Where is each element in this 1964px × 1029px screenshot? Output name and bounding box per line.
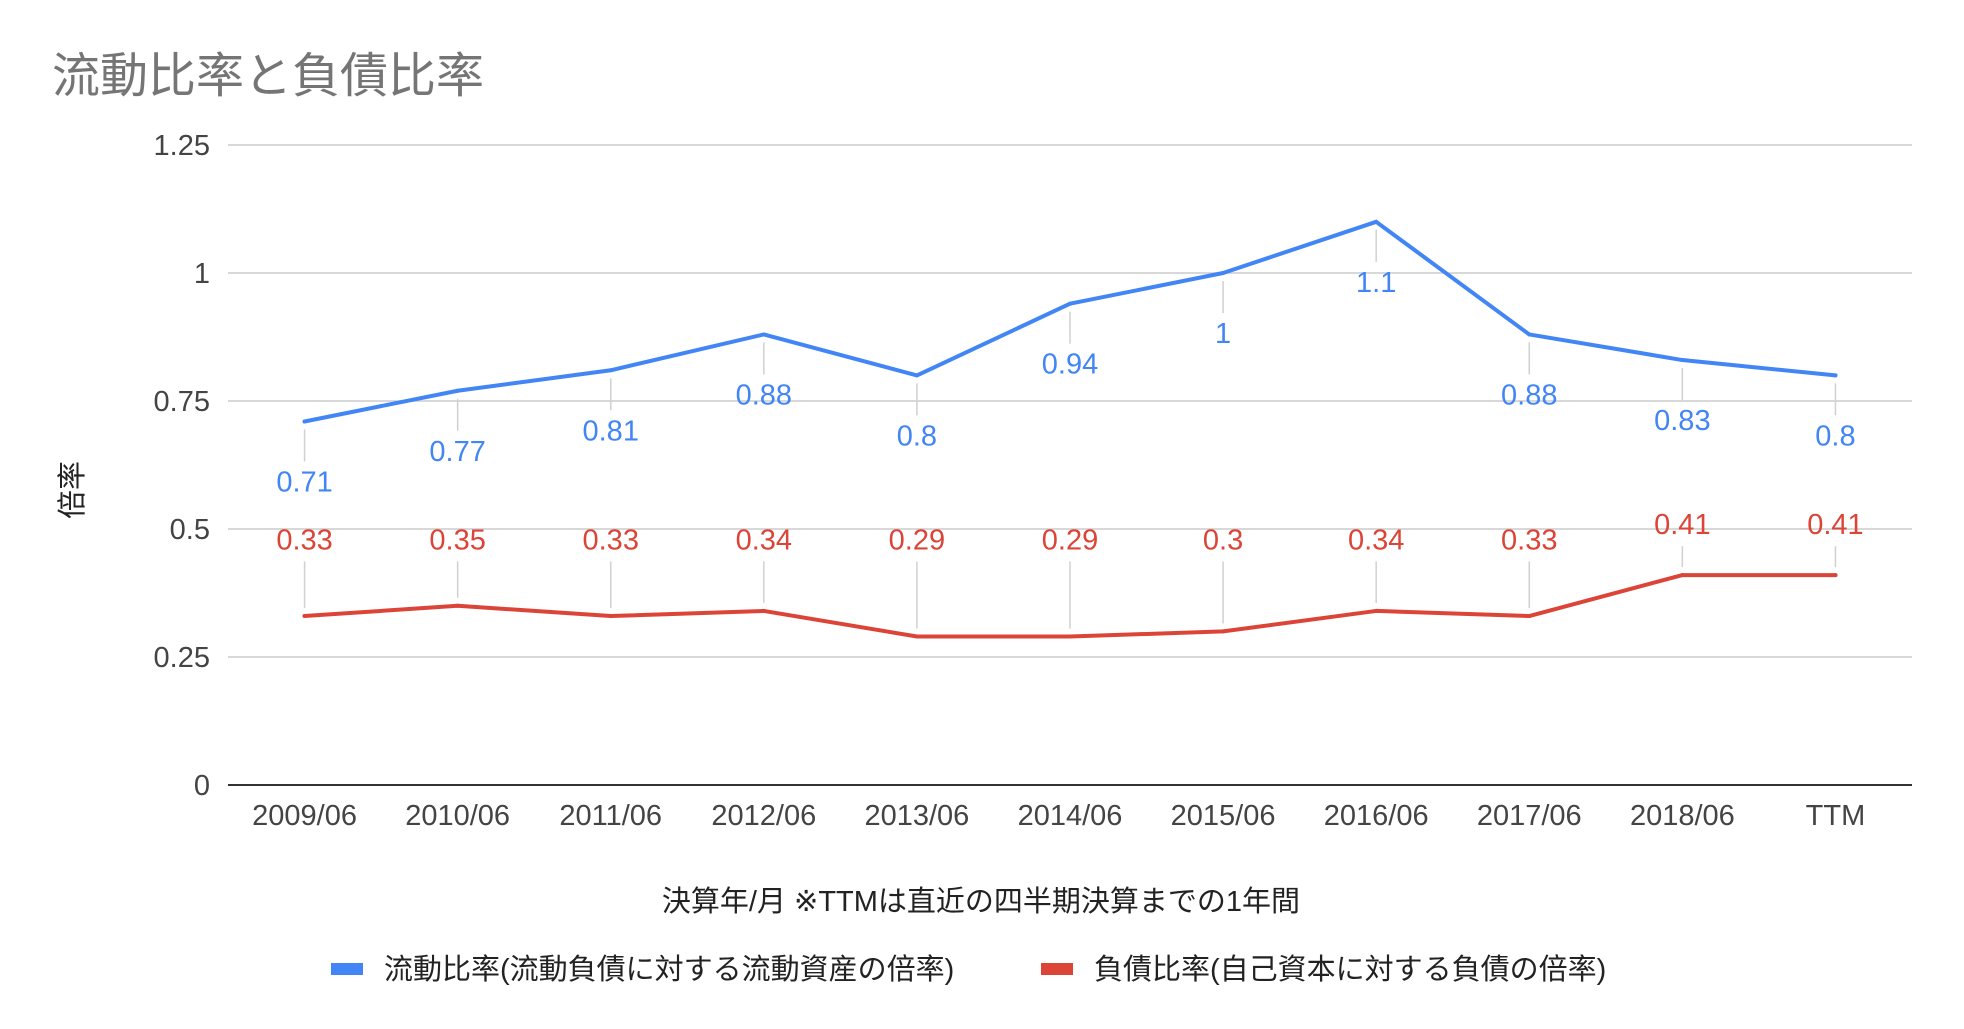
legend-label-current-ratio: 流動比率(流動負債に対する流動資産の倍率) xyxy=(384,953,954,986)
x-tick-label-2018-06: 2018/06 xyxy=(1630,800,1735,832)
data-label-debt-ratio-2015-06: 0.3 xyxy=(1203,524,1243,556)
chart-title: 流動比率と負債比率 xyxy=(52,50,484,103)
series-lines xyxy=(302,219,1838,639)
x-tick-label-2014-06: 2014/06 xyxy=(1018,800,1123,832)
y-tick-label-0-75: 0.75 xyxy=(154,386,210,418)
data-label-debt-ratio-2010-06: 0.35 xyxy=(429,524,485,556)
data-label-debt-ratio-2017-06: 0.33 xyxy=(1501,524,1557,556)
x-tick-label-2012-06: 2012/06 xyxy=(711,800,816,832)
data-label-debt-ratio-2012-06: 0.34 xyxy=(736,524,792,556)
data-label-current-ratio-2013-06: 0.8 xyxy=(897,420,937,452)
data-point-current-ratio-2018-06 xyxy=(1680,358,1685,363)
data-label-debt-ratio-2018-06: 0.41 xyxy=(1654,509,1710,541)
data-label-current-ratio-2010-06: 0.77 xyxy=(429,436,485,468)
data-label-current-ratio-ttm: 0.8 xyxy=(1815,420,1855,452)
data-point-debt-ratio-2014-06 xyxy=(1068,634,1072,639)
x-tick-label-2009-06: 2009/06 xyxy=(252,800,357,832)
data-label-debt-ratio-ttm: 0.41 xyxy=(1807,509,1863,541)
x-axis-title: 決算年/月 ※TTMは直近の四半期決算までの1年間 xyxy=(662,885,1300,918)
data-label-debt-ratio-2016-06: 0.34 xyxy=(1348,524,1404,556)
data-label-current-ratio-2016-06: 1.1 xyxy=(1356,267,1396,299)
data-point-debt-ratio-2010-06 xyxy=(455,603,460,608)
data-point-debt-ratio-2018-06 xyxy=(1680,573,1685,578)
data-label-debt-ratio-2013-06: 0.29 xyxy=(889,524,945,556)
y-axis-ticks: 0 0.25 0.5 0.75 1 1.25 xyxy=(154,130,210,802)
data-label-current-ratio-2012-06: 0.88 xyxy=(736,379,792,411)
gridlines xyxy=(228,144,1912,786)
x-tick-label-2017-06: 2017/06 xyxy=(1477,800,1582,832)
y-tick-label-0: 0 xyxy=(194,770,210,802)
legend: 流動比率(流動負債に対する流動資産の倍率) 負債比率(自己資本に対する負債の倍率… xyxy=(331,953,1606,986)
x-tick-label-ttm: TTM xyxy=(1806,800,1866,832)
data-label-debt-ratio-2009-06: 0.33 xyxy=(276,524,332,556)
x-tick-label-2010-06: 2010/06 xyxy=(405,800,510,832)
data-point-debt-ratio-2013-06 xyxy=(914,634,919,639)
y-tick-label-1-25: 1.25 xyxy=(154,130,210,162)
legend-label-debt-ratio: 負債比率(自己資本に対する負債の倍率) xyxy=(1094,953,1606,986)
y-tick-label-0-25: 0.25 xyxy=(154,642,210,674)
data-point-debt-ratio-2009-06 xyxy=(302,614,307,619)
data-label-current-ratio-2011-06: 0.81 xyxy=(583,415,639,447)
data-point-current-ratio-2015-06 xyxy=(1221,271,1226,275)
data-label-current-ratio-2015-06: 1 xyxy=(1215,318,1231,350)
data-point-current-ratio-2012-06 xyxy=(761,332,766,337)
data-point-debt-ratio-2015-06 xyxy=(1221,629,1226,634)
y-tick-label-1: 1 xyxy=(194,258,210,290)
data-point-debt-ratio-ttm xyxy=(1833,573,1838,578)
data-point-debt-ratio-2011-06 xyxy=(608,614,613,619)
data-label-current-ratio-2009-06: 0.71 xyxy=(276,466,332,498)
x-tick-label-2015-06: 2015/06 xyxy=(1171,800,1276,832)
data-point-current-ratio-2016-06 xyxy=(1374,219,1379,224)
data-label-debt-ratio-2011-06: 0.33 xyxy=(583,524,639,556)
x-tick-label-2013-06: 2013/06 xyxy=(864,800,969,832)
data-label-current-ratio-2018-06: 0.83 xyxy=(1654,405,1710,437)
data-label-current-ratio-2017-06: 0.88 xyxy=(1501,379,1557,411)
legend-swatch-debt-ratio xyxy=(1041,963,1073,975)
legend-swatch-current-ratio xyxy=(331,963,363,975)
data-point-debt-ratio-2016-06 xyxy=(1374,608,1379,613)
data-point-debt-ratio-2017-06 xyxy=(1527,614,1532,619)
data-label-debt-ratio-2014-06: 0.29 xyxy=(1042,524,1098,556)
data-point-current-ratio-2011-06 xyxy=(608,368,613,373)
data-point-current-ratio-2009-06 xyxy=(302,419,307,424)
data-point-current-ratio-2017-06 xyxy=(1527,332,1532,337)
data-label-leaders xyxy=(303,229,1837,629)
x-tick-label-2016-06: 2016/06 xyxy=(1324,800,1429,832)
data-point-debt-ratio-2012-06 xyxy=(761,608,766,613)
data-point-current-ratio-ttm xyxy=(1833,373,1838,378)
data-labels: 0.71 0.77 0.81 0.88 0.8 0.94 1 1.1 0.88 0.83 0.8 0.… xyxy=(276,267,1863,557)
data-point-current-ratio-2014-06 xyxy=(1068,301,1072,306)
y-tick-label-0-5: 0.5 xyxy=(170,514,210,546)
data-point-current-ratio-2010-06 xyxy=(455,388,460,393)
x-axis-ticks: 2009/06 2010/06 2011/06 2012/06 2013/06 2014/… xyxy=(252,800,1865,832)
x-tick-label-2011-06: 2011/06 xyxy=(559,800,662,832)
data-label-current-ratio-2014-06: 0.94 xyxy=(1042,349,1098,381)
data-point-current-ratio-2013-06 xyxy=(914,373,919,378)
y-axis-title: 倍率 xyxy=(56,461,89,519)
